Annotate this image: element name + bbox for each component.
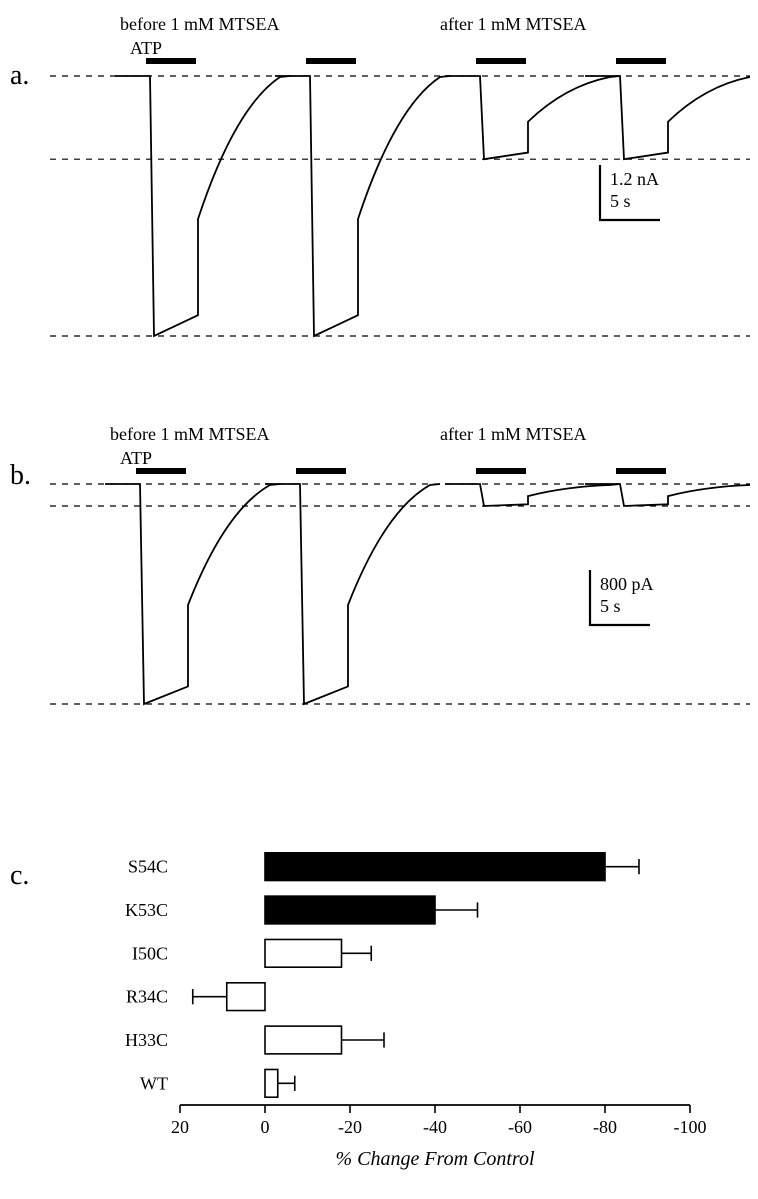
category-label: S54C — [128, 857, 168, 877]
category-label: WT — [140, 1073, 168, 1093]
stimulus-bar — [306, 58, 356, 64]
stimulus-bar — [146, 58, 196, 64]
stimulus-bar — [296, 468, 346, 474]
bar — [265, 1069, 278, 1097]
figure-page: a. b. c. before 1 mM MTSEA after 1 mM MTS… — [0, 0, 758, 1199]
x-tick-label: 0 — [261, 1117, 270, 1137]
panel-c-barchart: S54C K53C I50C R34C H33C WT 20 0 -20 -40 -60 -80 -10… — [70, 840, 710, 1190]
panel-title-before: before 1 mM MTSEA — [120, 14, 279, 34]
current-trace — [275, 76, 450, 336]
scalebar-y-label: 800 pA — [600, 574, 654, 594]
stimulus-bar — [136, 468, 186, 474]
stimulus-label: ATP — [120, 448, 152, 468]
x-tick-label: -60 — [508, 1117, 532, 1137]
panel-label-c: c. — [10, 860, 29, 892]
current-trace — [265, 484, 440, 704]
category-label: K53C — [125, 900, 168, 920]
panel-title-before: before 1 mM MTSEA — [110, 424, 269, 444]
panel-b-traces: before 1 mM MTSEA after 1 mM MTSEA ATP 800 … — [50, 420, 750, 730]
current-trace — [445, 76, 620, 159]
panel-label-b: b. — [10, 460, 31, 492]
scalebar-y-label: 1.2 nA — [610, 169, 659, 189]
panel-title-after: after 1 mM MTSEA — [440, 14, 586, 34]
bar — [265, 939, 342, 967]
current-trace — [585, 484, 750, 506]
scalebar-x-label: 5 s — [610, 191, 631, 211]
current-trace — [445, 484, 620, 506]
x-tick-label: 20 — [171, 1117, 189, 1137]
stimulus-bar — [476, 468, 526, 474]
bar — [265, 1026, 342, 1054]
scalebar-x-label: 5 s — [600, 596, 621, 616]
category-label: H33C — [125, 1030, 168, 1050]
stimulus-bar — [616, 468, 666, 474]
current-trace — [105, 484, 280, 704]
bar — [227, 983, 265, 1011]
x-tick-label: -100 — [674, 1117, 707, 1137]
stimulus-bar — [616, 58, 666, 64]
x-tick-label: -20 — [338, 1117, 362, 1137]
x-tick-label: -80 — [593, 1117, 617, 1137]
current-trace — [115, 76, 290, 336]
panel-title-after: after 1 mM MTSEA — [440, 424, 586, 444]
x-tick-label: -40 — [423, 1117, 447, 1137]
current-trace — [585, 76, 750, 159]
panel-a-traces: before 1 mM MTSEA after 1 mM MTSEA ATP 1.2 … — [50, 10, 750, 370]
stimulus-bar — [476, 58, 526, 64]
category-label: R34C — [126, 987, 168, 1007]
bar — [265, 853, 605, 881]
panel-label-a: a. — [10, 60, 29, 92]
bar — [265, 896, 435, 924]
x-axis-label: % Change From Control — [335, 1148, 535, 1170]
category-label: I50C — [132, 943, 168, 963]
stimulus-label: ATP — [130, 38, 162, 58]
